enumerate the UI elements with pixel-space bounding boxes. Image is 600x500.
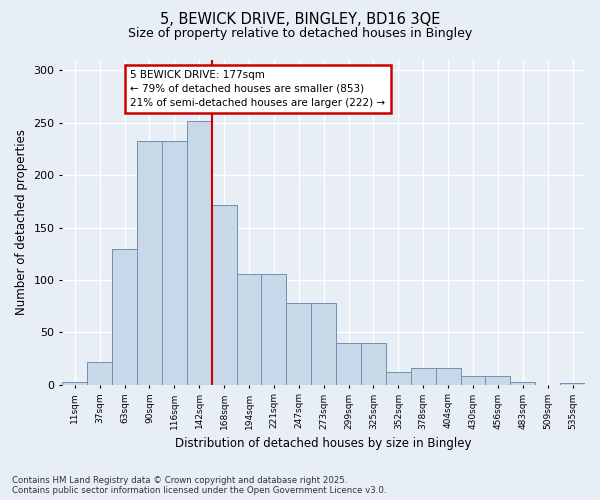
Bar xyxy=(361,343,386,384)
Bar xyxy=(112,248,137,384)
Bar xyxy=(386,372,411,384)
Bar xyxy=(560,382,585,384)
Text: Size of property relative to detached houses in Bingley: Size of property relative to detached ho… xyxy=(128,28,472,40)
Bar xyxy=(187,120,212,384)
Bar xyxy=(212,204,236,384)
Bar xyxy=(236,274,262,384)
Bar xyxy=(262,274,286,384)
Bar xyxy=(485,376,511,384)
Text: 5, BEWICK DRIVE, BINGLEY, BD16 3QE: 5, BEWICK DRIVE, BINGLEY, BD16 3QE xyxy=(160,12,440,28)
Bar xyxy=(162,140,187,384)
X-axis label: Distribution of detached houses by size in Bingley: Distribution of detached houses by size … xyxy=(175,437,472,450)
Bar xyxy=(311,303,336,384)
Bar xyxy=(87,362,112,384)
Bar xyxy=(286,303,311,384)
Text: Contains HM Land Registry data © Crown copyright and database right 2025.
Contai: Contains HM Land Registry data © Crown c… xyxy=(12,476,386,495)
Bar xyxy=(137,140,162,384)
Text: 5 BEWICK DRIVE: 177sqm
← 79% of detached houses are smaller (853)
21% of semi-de: 5 BEWICK DRIVE: 177sqm ← 79% of detached… xyxy=(130,70,385,108)
Bar xyxy=(511,382,535,384)
Bar xyxy=(62,382,87,384)
Bar xyxy=(436,368,461,384)
Bar xyxy=(336,343,361,384)
Bar xyxy=(411,368,436,384)
Y-axis label: Number of detached properties: Number of detached properties xyxy=(15,130,28,316)
Bar xyxy=(461,376,485,384)
